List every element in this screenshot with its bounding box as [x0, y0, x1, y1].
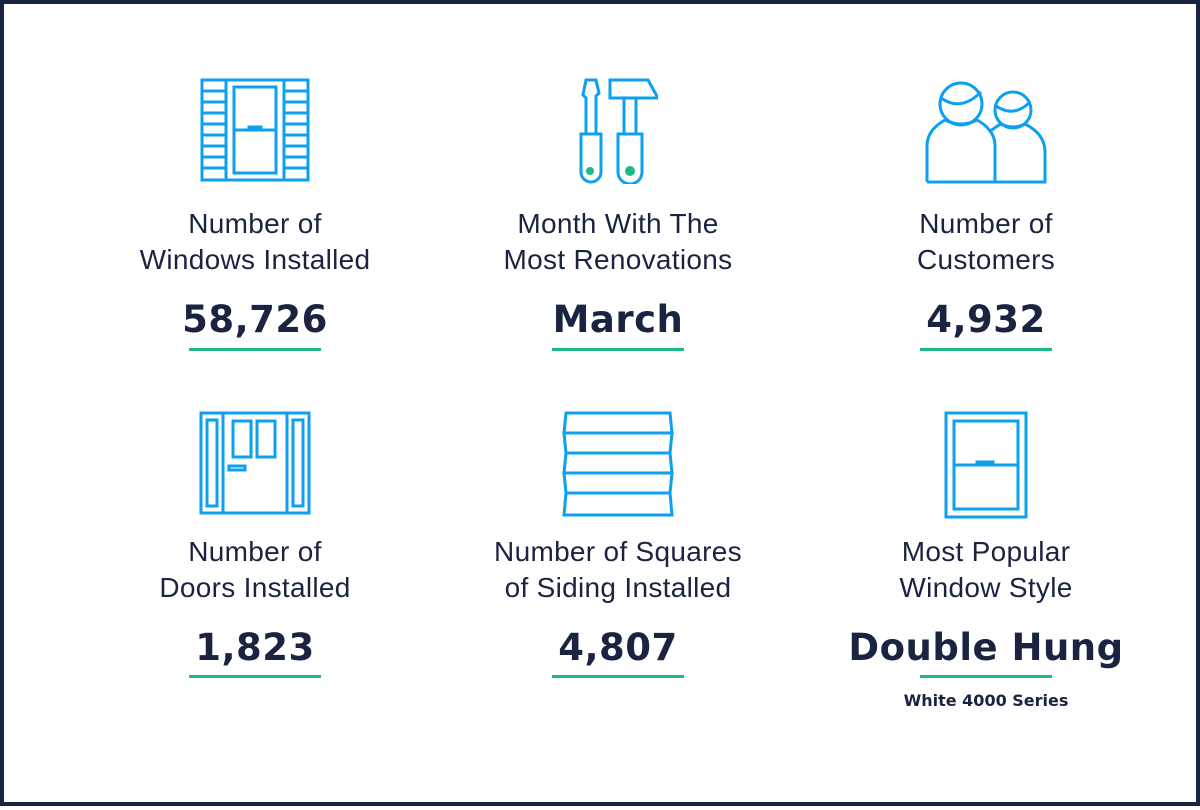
stat-popular-window-style: Most Popular Window Style Double Hung Whi… — [804, 4, 1168, 810]
double-hung-window-icon — [944, 411, 1028, 519]
window-shutters-icon — [200, 78, 310, 182]
stat-value: March — [552, 298, 684, 341]
stat-value: 1,823 — [195, 626, 315, 669]
accent-underline — [920, 675, 1052, 678]
accent-underline — [189, 348, 321, 351]
stat-label: Most Popular Window Style — [899, 536, 1073, 603]
stat-subtitle: White 4000 Series — [903, 691, 1069, 710]
stat-windows-installed: Number of Windows Installed 58,726 — [73, 4, 437, 404]
accent-underline — [189, 675, 321, 678]
stat-siding-installed: Number of Squares of Siding Installed 4,8… — [436, 4, 800, 810]
stat-doors-installed: Number of Doors Installed 1,823 — [73, 4, 437, 810]
customers-icon — [925, 81, 1047, 184]
stat-month-most-renovations: Month With The Most Renovations March — [436, 4, 800, 404]
stat-label: Number of Windows Installed — [139, 208, 371, 275]
door-icon — [199, 411, 311, 515]
stat-label: Number of Customers — [916, 208, 1056, 275]
stat-label: Month With The Most Renovations — [503, 208, 733, 275]
accent-underline — [552, 348, 684, 351]
accent-underline — [920, 348, 1052, 351]
stat-label: Number of Squares of Siding Installed — [494, 536, 742, 603]
stat-customers: Number of Customers 4,932 — [804, 4, 1168, 404]
stat-value: 4,932 — [926, 298, 1046, 341]
stat-value: Double Hung — [848, 626, 1124, 669]
stat-label: Number of Doors Installed — [159, 536, 351, 603]
accent-underline — [552, 675, 684, 678]
stat-value: 4,807 — [558, 626, 678, 669]
tools-icon — [579, 78, 658, 184]
siding-icon — [562, 411, 674, 517]
stat-value: 58,726 — [182, 298, 328, 341]
